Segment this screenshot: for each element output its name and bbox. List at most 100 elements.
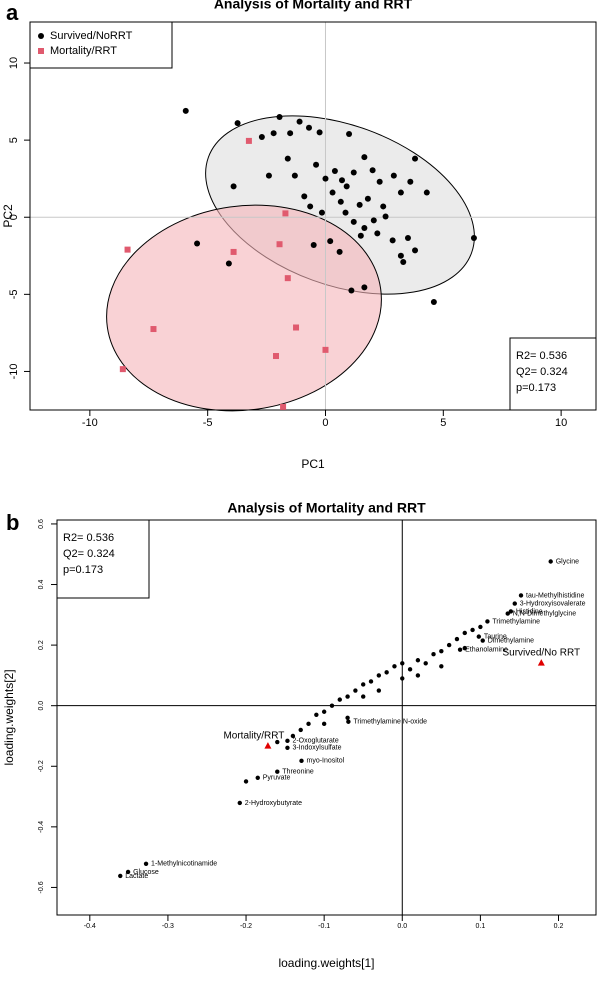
point [400, 676, 405, 681]
point [397, 252, 404, 259]
point [327, 238, 334, 245]
stats-text: R2= 0.536 [63, 532, 114, 544]
point [329, 703, 335, 708]
x-tick-label: 5 [440, 417, 446, 429]
point [230, 248, 237, 255]
y-tick-label: 0.4 [38, 580, 45, 590]
x-axis-label: PC1 [301, 457, 325, 471]
x-tick-label: -0.3 [162, 923, 174, 930]
point [374, 230, 381, 237]
point [322, 175, 329, 182]
point [342, 209, 349, 216]
stats-text: Q2= 0.324 [63, 548, 115, 560]
point [369, 167, 376, 174]
point [265, 172, 272, 179]
point-label: Taurine [484, 633, 507, 640]
point [318, 209, 325, 216]
y-tick-label: -0.2 [38, 760, 45, 772]
stats-text: p=0.173 [63, 564, 103, 576]
point [485, 619, 490, 624]
point [412, 155, 419, 162]
point [361, 154, 368, 161]
point [346, 130, 353, 137]
point [407, 178, 414, 185]
point [119, 366, 126, 373]
point [457, 647, 463, 652]
point [404, 235, 411, 242]
point [276, 113, 283, 120]
point [390, 172, 397, 179]
point [537, 659, 545, 666]
x-tick-label: 0.0 [397, 923, 407, 930]
point [382, 213, 389, 220]
point [307, 203, 314, 210]
point [350, 218, 357, 225]
point-label: Ethanolamine [465, 646, 508, 653]
point [293, 324, 300, 331]
point [462, 645, 467, 651]
point [225, 260, 232, 267]
x-tick-label: -5 [203, 417, 213, 429]
point [287, 130, 294, 137]
point [407, 667, 413, 672]
point [454, 636, 460, 642]
legend-label: Mortality/RRT [50, 45, 117, 57]
point [125, 869, 131, 875]
point [356, 201, 363, 208]
point-label: Glycine [556, 558, 579, 565]
point-label: Dimethylamine [488, 637, 534, 644]
point [310, 241, 317, 248]
panel-letter: b [6, 510, 19, 535]
stats-text: p=0.173 [516, 382, 556, 394]
point [276, 241, 283, 248]
y-tick-label: 5 [8, 137, 20, 143]
point [480, 638, 485, 643]
legend-label: Survived/NoRRT [50, 30, 133, 42]
point [336, 248, 343, 255]
point [313, 161, 320, 168]
point [270, 130, 277, 137]
point [290, 733, 296, 739]
y-tick-label: 0.0 [38, 701, 45, 711]
point [282, 210, 289, 217]
point [194, 240, 201, 247]
point [348, 287, 355, 294]
point [439, 664, 444, 669]
point-label: Lactate [125, 873, 148, 880]
point [400, 661, 405, 666]
point [361, 284, 368, 291]
x-tick-label: 0 [322, 417, 328, 429]
point [361, 225, 368, 232]
legend-marker [38, 48, 44, 54]
point [505, 611, 510, 616]
point [478, 624, 483, 630]
point [337, 697, 342, 702]
point [230, 183, 237, 190]
point-label: Threonine [282, 769, 314, 776]
point [316, 129, 323, 136]
point [508, 609, 514, 614]
point [350, 169, 357, 176]
stats-text: Q2= 0.324 [516, 366, 568, 378]
point [368, 679, 374, 684]
point [392, 664, 397, 669]
point [298, 727, 303, 733]
point [306, 721, 311, 727]
point [376, 688, 382, 693]
point [337, 198, 344, 205]
point-label: 3-Hydroxyisovalerate [520, 600, 586, 607]
x-tick-label: -0.1 [318, 923, 330, 930]
y-tick-label: -10 [8, 363, 20, 379]
point [423, 661, 428, 666]
point [397, 189, 404, 196]
point [237, 800, 242, 806]
point [329, 189, 336, 196]
point [143, 861, 149, 867]
point [345, 694, 350, 699]
mortality-ellipse [106, 204, 382, 412]
plot-frame [29, 21, 597, 411]
point [273, 353, 280, 360]
y-axis-label: loading.weights[2] [2, 669, 16, 765]
point [118, 873, 123, 879]
